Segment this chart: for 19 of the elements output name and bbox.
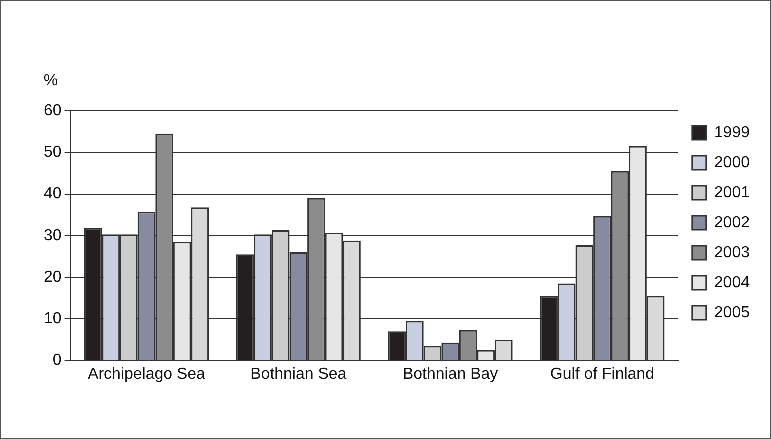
legend-label: 2002: [714, 214, 750, 232]
y-tick-label: 50: [44, 144, 62, 162]
x-tick-label: Bothnian Sea: [250, 366, 347, 383]
y-tick-label: 60: [44, 102, 62, 120]
y-tick-label: 20: [44, 268, 62, 286]
legend-label: 1999: [714, 124, 750, 142]
y-tick-label: 0: [52, 352, 62, 370]
legend-label: 2003: [714, 244, 750, 262]
legend-label: 2004: [714, 274, 750, 292]
legend-label: 2000: [714, 154, 750, 172]
legend-label: 2001: [714, 184, 750, 202]
x-tick-label: Gulf of Finland: [550, 366, 654, 383]
y-tick-label: 10: [44, 310, 62, 328]
x-tick-label: Bothnian Bay: [402, 366, 498, 383]
legend-label: 2005: [714, 304, 750, 322]
x-tick-label: Archipelago Sea: [88, 366, 206, 383]
y-tick-label: 30: [44, 227, 62, 244]
y-axis-title: %: [44, 72, 58, 90]
y-tick-label: 40: [44, 186, 62, 203]
